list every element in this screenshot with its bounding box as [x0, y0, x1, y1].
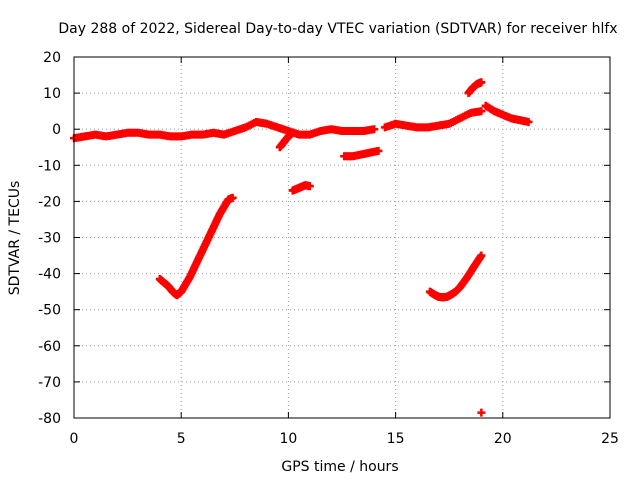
y-tick-label: -30 [38, 231, 61, 247]
series-seg-10-17 [288, 181, 314, 195]
x-axis-title: GPS time / hours [281, 459, 398, 475]
data-point-marker [477, 251, 486, 260]
y-axis-title: SDTVAR / TECUs [7, 181, 23, 296]
data-points [70, 78, 533, 417]
data-point-marker [477, 78, 486, 87]
x-tick-label: 25 [601, 431, 619, 447]
y-tick-label: -20 [38, 194, 61, 210]
data-point-marker [524, 117, 533, 126]
x-tick-label: 15 [387, 431, 405, 447]
series-segment-2 [380, 107, 486, 132]
data-point-marker [228, 193, 237, 202]
data-point-marker [374, 146, 383, 155]
series-v-curve-1 [155, 193, 237, 300]
y-tick-label: -10 [38, 158, 61, 174]
x-tick-label: 20 [494, 431, 512, 447]
series-segment-3 [481, 101, 533, 126]
chart-title: Day 288 of 2022, Sidereal Day-to-day VTE… [58, 21, 617, 37]
y-tick-label: -50 [38, 303, 61, 319]
series-spike-19 [464, 78, 486, 98]
data-point-marker [305, 182, 314, 191]
series-drop-10 [275, 128, 297, 152]
x-tick-label: 10 [279, 431, 297, 447]
y-tick-label: -40 [38, 267, 61, 283]
series-seg-13 [340, 146, 383, 161]
series-outlier [477, 408, 486, 417]
y-tick-label: -70 [38, 375, 61, 391]
x-tick-label: 0 [70, 431, 79, 447]
axis-ticks: 0 5 10 15 20 25 -80 -70 -60 -50 -40 -30 -20 -10 0 10 20 [38, 50, 619, 447]
data-point-marker [477, 408, 486, 417]
x-tick-label: 5 [177, 431, 186, 447]
y-tick-label: -80 [38, 411, 61, 427]
data-point-marker [288, 128, 297, 137]
y-tick-label: -60 [38, 339, 61, 355]
data-point-marker [370, 125, 379, 134]
data-point-marker [477, 107, 486, 116]
y-tick-label: 20 [43, 50, 61, 66]
series-u-curve-2 [425, 251, 486, 302]
y-tick-label: 10 [43, 86, 61, 102]
y-tick-label: 0 [52, 122, 61, 138]
